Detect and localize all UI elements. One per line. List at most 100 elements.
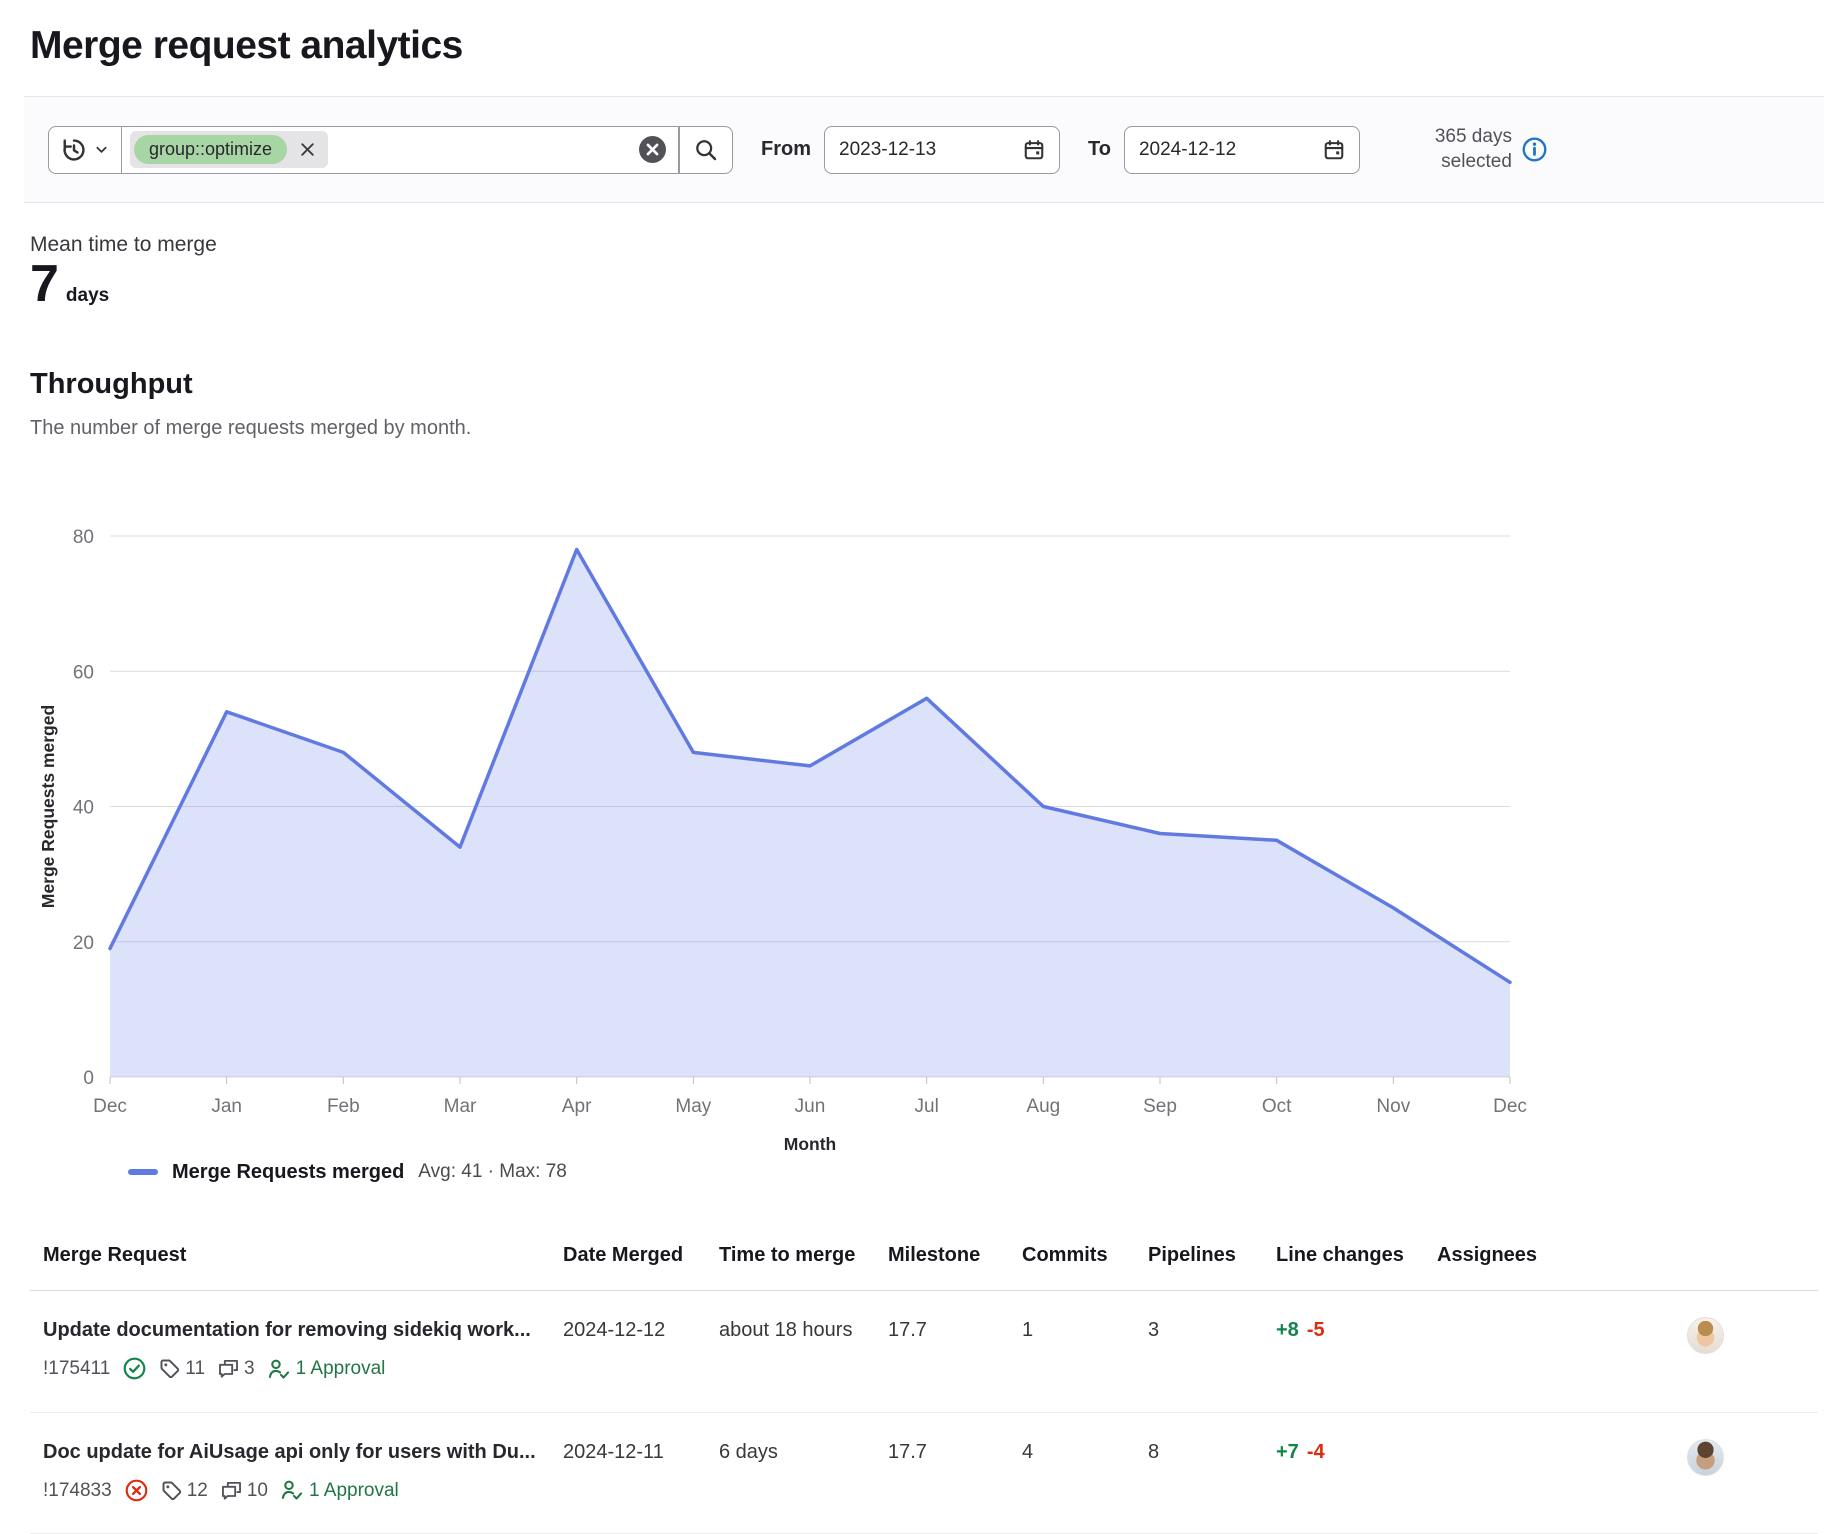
- search-input[interactable]: group::optimize: [122, 126, 679, 174]
- approvals: 1 Approval: [268, 1356, 386, 1382]
- days-selected: 365 days selected: [1416, 125, 1547, 174]
- filter-token-label: group::optimize: [134, 135, 287, 164]
- mr-id: !175411: [43, 1356, 110, 1382]
- days-selected-text: 365 days selected: [1416, 125, 1512, 174]
- table-header-row: Merge Request Date Merged Time to merge …: [30, 1224, 1818, 1291]
- pipeline-passed-icon[interactable]: [123, 1357, 146, 1380]
- svg-text:80: 80: [73, 527, 94, 548]
- svg-text:Merge Requests merged: Merge Requests merged: [38, 705, 58, 908]
- calendar-icon: [1023, 139, 1045, 161]
- mr-meta: !174833 12: [43, 1478, 547, 1504]
- svg-text:Sep: Sep: [1143, 1096, 1177, 1117]
- col-header-pipelines: Pipelines: [1148, 1224, 1276, 1291]
- svg-text:Nov: Nov: [1376, 1096, 1410, 1117]
- svg-text:Oct: Oct: [1262, 1096, 1292, 1117]
- mean-time-to-merge-metric: Mean time to merge 7days: [30, 233, 1818, 312]
- chart-legend: Merge Requests merged Avg: 41 · Max: 78: [30, 1161, 1818, 1184]
- throughput-title: Throughput: [30, 368, 1818, 401]
- calendar-icon: [1323, 139, 1345, 161]
- to-date-input[interactable]: 2024-12-12: [1124, 126, 1360, 174]
- assignee-avatar[interactable]: [1687, 1317, 1724, 1354]
- comments-icon: [221, 1480, 242, 1501]
- from-date-value: 2023-12-13: [839, 139, 936, 161]
- filter-panel: group::optimize From: [24, 96, 1824, 203]
- metric-label: Mean time to merge: [30, 233, 1818, 257]
- svg-text:Apr: Apr: [562, 1096, 592, 1117]
- mr-meta: !175411 11: [43, 1356, 547, 1382]
- to-label: To: [1088, 138, 1111, 161]
- svg-text:Jan: Jan: [211, 1096, 242, 1117]
- time-to-merge-cell: about 18 hours: [719, 1290, 888, 1412]
- col-header-merge-request: Merge Request: [30, 1224, 563, 1291]
- col-header-commits: Commits: [1022, 1224, 1148, 1291]
- additions: +8: [1276, 1319, 1299, 1341]
- clear-search-icon[interactable]: [639, 136, 666, 163]
- line-changes-cell: +8 -5: [1276, 1290, 1437, 1412]
- info-icon[interactable]: [1522, 137, 1547, 162]
- throughput-chart-svg: 0 20 40 60 80 Dec Jan Feb Mar Apr May Jun Jul Aug Sep O…: [30, 444, 1818, 1159]
- merge-request-analytics-page: Merge request analytics group::optimize: [0, 0, 1848, 1534]
- approvals-text: 1 Approval: [296, 1356, 386, 1382]
- label-icon: [159, 1358, 180, 1379]
- svg-text:Dec: Dec: [93, 1096, 127, 1117]
- col-header-line-changes: Line changes: [1276, 1224, 1437, 1291]
- col-header-assignees: Assignees: [1437, 1224, 1818, 1291]
- svg-text:20: 20: [73, 933, 94, 954]
- svg-text:Mar: Mar: [444, 1096, 477, 1117]
- svg-text:May: May: [675, 1096, 711, 1117]
- filter-token[interactable]: group::optimize: [130, 131, 328, 168]
- col-header-date-merged: Date Merged: [563, 1224, 719, 1291]
- legend-stats: Avg: 41 · Max: 78: [418, 1161, 567, 1183]
- history-icon: [61, 137, 87, 163]
- approval-icon: [268, 1358, 290, 1380]
- labels-count: 11: [159, 1356, 205, 1382]
- search-icon: [694, 138, 718, 162]
- deletions: -4: [1307, 1441, 1325, 1463]
- metric-value: 7days: [30, 257, 1818, 312]
- search-history-button[interactable]: [48, 126, 122, 174]
- mr-id: !174833: [43, 1478, 112, 1504]
- to-date-value: 2024-12-12: [1139, 139, 1236, 161]
- metric-unit: days: [66, 285, 109, 306]
- date-from-group: From 2023-12-13: [761, 126, 1060, 174]
- commits-cell: 1: [1022, 1290, 1148, 1412]
- svg-text:Feb: Feb: [327, 1096, 360, 1117]
- comments-icon: [218, 1358, 239, 1379]
- date-merged-cell: 2024-12-12: [563, 1290, 719, 1412]
- from-date-input[interactable]: 2023-12-13: [824, 126, 1060, 174]
- approvals-text: 1 Approval: [309, 1478, 399, 1504]
- comments-count: 10: [221, 1478, 268, 1504]
- mr-title-link[interactable]: Update documentation for removing sideki…: [43, 1317, 547, 1344]
- legend-series-label[interactable]: Merge Requests merged: [172, 1161, 404, 1184]
- token-close-icon[interactable]: [299, 141, 316, 158]
- chevron-down-icon: [94, 142, 109, 157]
- pipelines-cell: 3: [1148, 1290, 1276, 1412]
- throughput-description: The number of merge requests merged by m…: [30, 417, 1818, 440]
- pipeline-failed-icon[interactable]: [125, 1479, 148, 1502]
- svg-text:Jul: Jul: [915, 1096, 939, 1117]
- search-button[interactable]: [679, 126, 733, 174]
- assignees-cell: [1437, 1290, 1818, 1412]
- approvals: 1 Approval: [281, 1478, 399, 1504]
- svg-text:Jun: Jun: [795, 1096, 826, 1117]
- filtered-search: group::optimize: [48, 126, 733, 174]
- svg-text:60: 60: [73, 662, 94, 683]
- date-to-group: To 2024-12-12: [1088, 126, 1360, 174]
- label-icon: [161, 1480, 182, 1501]
- svg-text:0: 0: [83, 1068, 94, 1089]
- mr-title-link[interactable]: Doc update for AiUsage api only for user…: [43, 1439, 547, 1466]
- mr-table: Merge Request Date Merged Time to merge …: [30, 1224, 1818, 1534]
- assignee-avatar[interactable]: [1687, 1439, 1724, 1476]
- svg-text:40: 40: [73, 797, 94, 818]
- col-header-milestone: Milestone: [888, 1224, 1022, 1291]
- page-title: Merge request analytics: [30, 24, 1818, 68]
- throughput-chart: 0 20 40 60 80 Dec Jan Feb Mar Apr May Jun Jul Aug Sep O…: [30, 444, 1818, 1184]
- additions: +7: [1276, 1441, 1299, 1463]
- svg-text:Aug: Aug: [1026, 1096, 1060, 1117]
- labels-count: 12: [161, 1478, 208, 1504]
- milestone-cell: 17.7: [888, 1290, 1022, 1412]
- deletions: -5: [1307, 1319, 1325, 1341]
- approval-icon: [281, 1479, 303, 1501]
- from-label: From: [761, 138, 811, 161]
- comments-count: 3: [218, 1356, 255, 1382]
